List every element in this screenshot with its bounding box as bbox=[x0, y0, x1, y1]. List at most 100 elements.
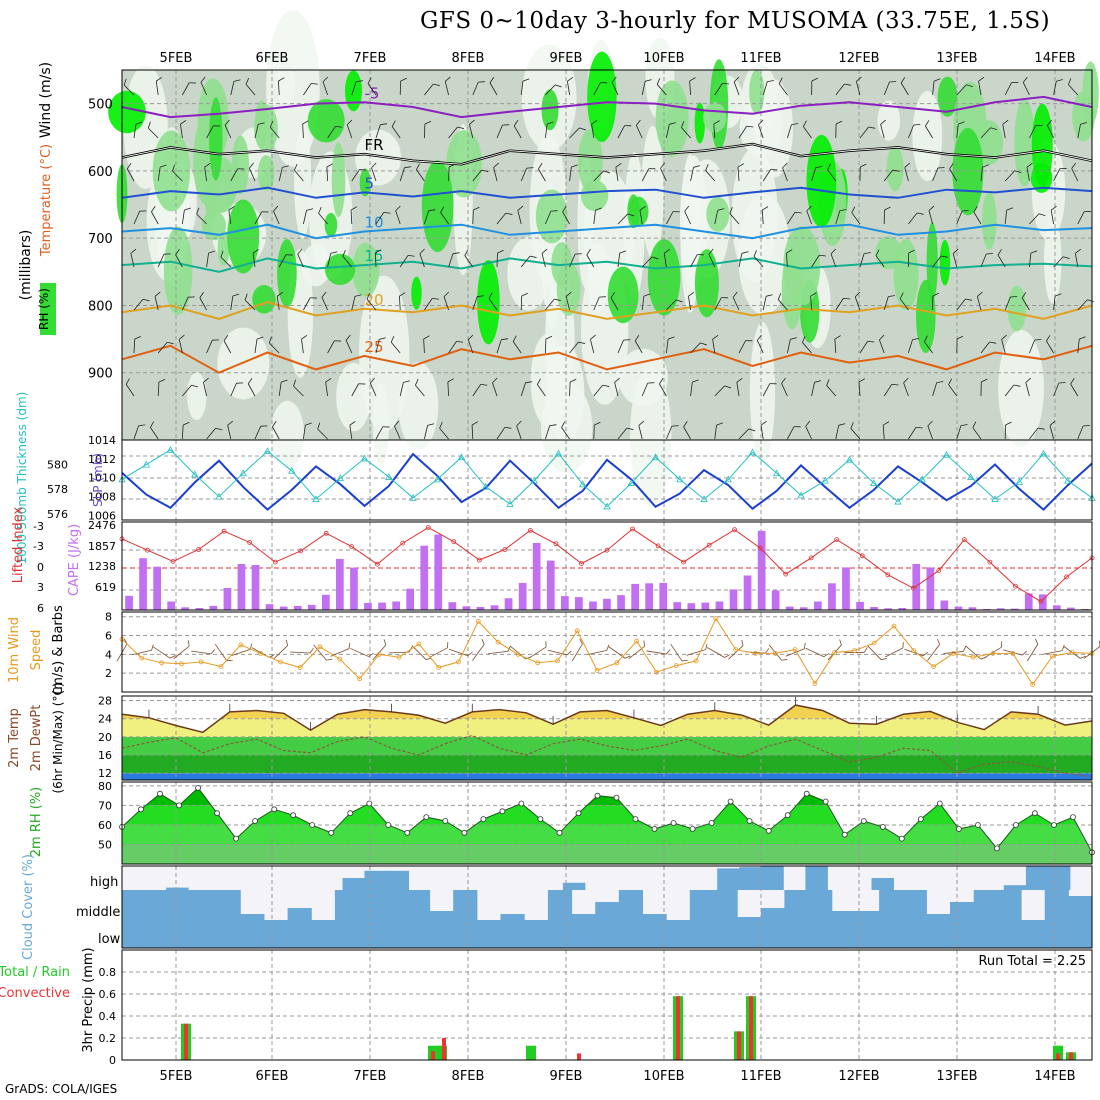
wind-barb-21-5 bbox=[641, 293, 651, 311]
rh-marker-10 bbox=[309, 822, 316, 828]
lifted-index-marker-32 bbox=[936, 568, 942, 573]
thickness-marker-17 bbox=[530, 476, 538, 484]
wind-barb-32-3 bbox=[908, 212, 924, 225]
wind-barb-27-8 bbox=[787, 426, 801, 440]
wind-barb-16-2 bbox=[520, 167, 534, 182]
wind-speed-marker-43 bbox=[970, 654, 976, 660]
rh-band-0 bbox=[122, 844, 1092, 864]
wind-ylabel-1: 10m Wind bbox=[7, 617, 22, 683]
page-title: GFS 0~10day 3-hourly for MUSOMA (33.75E,… bbox=[420, 8, 1051, 34]
surface-barb-42 bbox=[943, 645, 967, 654]
wind-barb-17-0 bbox=[545, 84, 562, 96]
temp-ylabel-2: 2m DewPt bbox=[29, 705, 44, 772]
cloud-low-cell-29 bbox=[808, 920, 833, 948]
wind-barb-27-7 bbox=[781, 377, 788, 397]
wind-barb-31-7 bbox=[883, 383, 899, 397]
rh-marker-16 bbox=[423, 814, 430, 820]
wind-barb-26-2 bbox=[762, 168, 778, 182]
lifted-tick-0: -3 bbox=[33, 520, 44, 533]
wind-barb-11-3 bbox=[395, 205, 401, 225]
wind-barb-25-8 bbox=[738, 428, 756, 440]
wind-barb-4-1 bbox=[224, 119, 232, 139]
cape-bar-8 bbox=[237, 564, 246, 610]
precip-total-bar-3 bbox=[526, 1045, 536, 1060]
wind-barb-27-3 bbox=[787, 211, 802, 225]
wind-barb-35-2 bbox=[980, 164, 989, 182]
wind-barb-27-0 bbox=[778, 77, 788, 96]
wind-barb-22-3 bbox=[666, 211, 680, 225]
wind-barb-21-1 bbox=[635, 119, 643, 139]
cloud-middle-cell-7 bbox=[287, 908, 312, 920]
wind-barb-9-8 bbox=[349, 421, 356, 440]
wind-barb-34-2 bbox=[949, 163, 958, 182]
cape-bar-7 bbox=[223, 588, 232, 610]
cloud-low-cell-13 bbox=[429, 920, 454, 948]
wind-barb-39-5 bbox=[1077, 299, 1094, 311]
wind-barb-9-1 bbox=[346, 119, 353, 139]
wind-barb-4-3 bbox=[228, 206, 235, 225]
cape-bar-66 bbox=[1053, 605, 1061, 610]
wind-barb-5-5 bbox=[244, 293, 256, 311]
wind-barb-33-7 bbox=[932, 381, 944, 397]
rh-moist-cell-44 bbox=[749, 69, 765, 115]
thickness-marker-11 bbox=[385, 473, 393, 480]
rh-marker-41 bbox=[898, 835, 905, 842]
rh-frame bbox=[121, 781, 1093, 865]
cloud-low-cell-32 bbox=[879, 920, 904, 948]
cape-tick-1: 1857 bbox=[88, 540, 116, 553]
wind-barb-6-6 bbox=[268, 336, 280, 354]
rh-marker-38 bbox=[841, 831, 848, 838]
wind-speed-marker-1 bbox=[139, 655, 145, 661]
cape-bar-44 bbox=[743, 575, 752, 610]
rh-marker-47 bbox=[1013, 822, 1019, 828]
cape-bar-27 bbox=[504, 598, 513, 610]
wind-barb-3-3 bbox=[196, 207, 207, 225]
wind-speed-marker-33 bbox=[772, 651, 778, 656]
wind-ylabel-2: Speed bbox=[29, 630, 44, 671]
wind-barb-27-2 bbox=[782, 162, 788, 182]
rh-tick-2: 70 bbox=[98, 799, 112, 812]
cloud-middle-cell-20 bbox=[595, 902, 620, 920]
wind-barb-11-4 bbox=[399, 254, 415, 268]
cape-bar-40 bbox=[687, 603, 696, 610]
cloud-low-cell-0 bbox=[122, 920, 147, 948]
precip-tick-3: 0.6 bbox=[99, 988, 117, 1001]
thickness-marker-13 bbox=[433, 475, 441, 483]
top-date-label-9: 14FEB bbox=[1034, 51, 1075, 66]
cape-bar-46 bbox=[771, 590, 780, 610]
thickness-marker-38 bbox=[1039, 449, 1048, 457]
lifted-index-marker-22 bbox=[681, 559, 686, 565]
wind-frame bbox=[121, 611, 1093, 693]
wind-barb-13-7 bbox=[447, 378, 454, 397]
cloud-low-cell-27 bbox=[760, 920, 785, 948]
wind-barb-21-3 bbox=[639, 205, 646, 225]
cloud-middle-cell-19 bbox=[571, 914, 596, 920]
cape-bar-52 bbox=[856, 601, 864, 610]
wind-barb-25-1 bbox=[738, 125, 754, 139]
wind-barb-31-1 bbox=[880, 119, 886, 139]
wind-barb-30-2 bbox=[859, 163, 867, 182]
cloud-middle-cell-40 bbox=[1068, 896, 1093, 920]
bottom-date-label-2: 7FEB bbox=[354, 1069, 387, 1084]
wind-barb-5-1 bbox=[254, 122, 265, 139]
wind-barb-38-8 bbox=[1049, 420, 1056, 440]
thickness-marker-36 bbox=[991, 495, 999, 502]
cloud-middle-cell-12 bbox=[405, 890, 431, 920]
cloud-high-cell-41 bbox=[1025, 866, 1049, 890]
rh-moist-cell-60 bbox=[201, 210, 226, 241]
wind-barb-26-1 bbox=[758, 119, 764, 139]
wind-barb-17-3 bbox=[545, 210, 558, 225]
wind-barb-28-1 bbox=[803, 120, 812, 139]
wind-barb-15-8 bbox=[496, 426, 512, 440]
surface-barb-8 bbox=[272, 639, 288, 660]
rh-moist-cell-30 bbox=[352, 242, 380, 297]
wind-barb-16-4 bbox=[520, 255, 537, 268]
cape-ylabel: CAPE (J/kg) bbox=[67, 524, 82, 596]
cloud-low-cell-39 bbox=[1044, 920, 1069, 948]
cape-bar-32 bbox=[575, 597, 583, 610]
wind-barb-25-2 bbox=[737, 163, 745, 182]
rh-marker-5 bbox=[214, 810, 221, 817]
lifted-index-marker-11 bbox=[400, 540, 406, 546]
wind-barb-15-2 bbox=[493, 162, 499, 182]
rh-marker-8 bbox=[271, 806, 278, 813]
